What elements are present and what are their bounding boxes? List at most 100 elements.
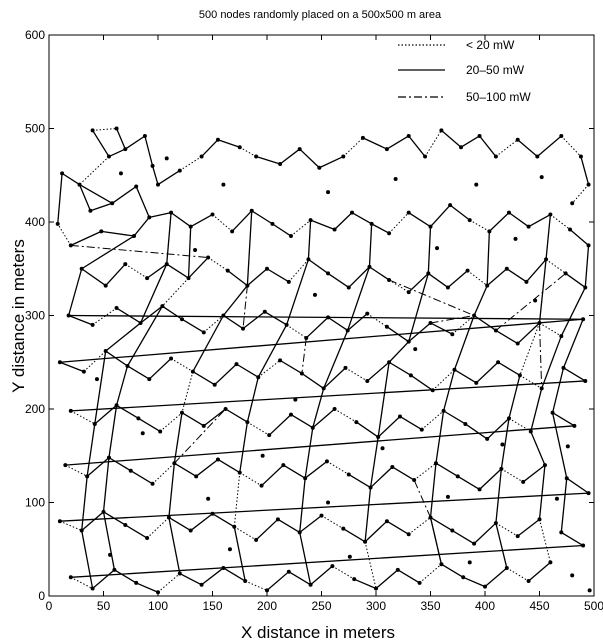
link-solid [81,476,88,531]
node-point [499,466,504,471]
link-solid [551,367,565,413]
node-point [517,373,522,378]
node-point [90,586,95,591]
link-solid [408,273,429,342]
link-solid [126,305,163,367]
link-solid [386,135,410,150]
link-dashdot [539,322,543,389]
link-solid [108,148,126,158]
link-solid [192,315,224,372]
node-point [324,459,329,464]
link-solid [522,464,546,483]
link-solid [223,314,244,330]
link-solid [246,268,268,287]
link-solid [351,212,372,225]
link-solid [453,315,475,370]
node-point [57,360,62,365]
node-point [201,423,206,428]
node-point [249,208,254,213]
node-point [330,564,335,569]
link-solid [497,361,521,376]
node-point [134,580,139,585]
node-point [513,236,518,241]
link-dotted [571,184,589,204]
link-solid [307,220,312,260]
link-solid [308,258,329,274]
node-point [472,541,477,546]
node-point [395,567,400,572]
node-point [474,182,479,187]
node-point [350,210,355,215]
link-dashdot [301,337,307,374]
node-point [288,234,293,239]
link-solid [57,173,63,224]
link-solid [268,414,292,436]
node-point [110,201,115,206]
node-point [515,341,520,346]
link-dotted [57,223,72,246]
node-point [384,147,389,152]
link-solid [388,341,410,363]
link-dotted [70,576,93,589]
link-dashdot [430,315,475,324]
link-solid [217,458,241,474]
node-point [147,215,152,220]
node-point [406,210,411,215]
node-point [430,388,435,393]
node-point [57,519,62,524]
y-tick-label: 300 [25,309,45,323]
link-solid [386,520,410,535]
link-solid [102,457,110,512]
node-point [164,156,169,161]
link-solid [475,361,499,384]
link-solid [427,272,449,288]
link-dotted [83,350,107,372]
link-solid [272,223,292,237]
link-solid [323,367,346,389]
link-dotted [326,460,350,475]
link-dotted [419,563,442,584]
link-solid [327,272,350,288]
node-point [132,234,137,239]
link-solid [201,139,219,158]
link-solid [149,212,172,218]
link-solid [375,569,399,590]
node-point [332,407,337,411]
node-point [101,509,106,514]
link-solid [430,204,451,228]
chart-title: 500 nodes randomly placed on a 500x500 m… [199,9,442,21]
node-point [297,147,302,152]
link-solid [304,460,328,479]
link-solid [312,388,325,428]
node-point [524,279,529,284]
node-point [406,532,411,537]
node-point [68,575,73,580]
link-dotted [364,541,377,589]
x-tick-label: 400 [475,599,495,613]
node-point [493,154,498,159]
node-point [158,429,163,434]
link-solid [161,305,183,320]
node-point [445,285,450,290]
link-solid [203,408,226,427]
link-dotted [469,219,490,232]
x-tick-label: 50 [97,599,111,613]
node-point [118,171,123,176]
link-solid [70,544,584,578]
node-point [578,154,583,159]
link-solid [399,415,423,431]
link-solid [429,463,437,518]
link-solid [565,272,586,288]
node-point [561,365,566,370]
link-dotted [332,565,355,580]
node-point [504,266,509,271]
node-point [387,277,392,282]
node-point [221,565,226,570]
link-solid [188,257,209,279]
link-solid [68,314,93,326]
node-point [172,461,177,466]
node-point [68,243,73,248]
node-point [506,416,511,421]
node-point [243,579,248,584]
link-solid [442,369,456,412]
